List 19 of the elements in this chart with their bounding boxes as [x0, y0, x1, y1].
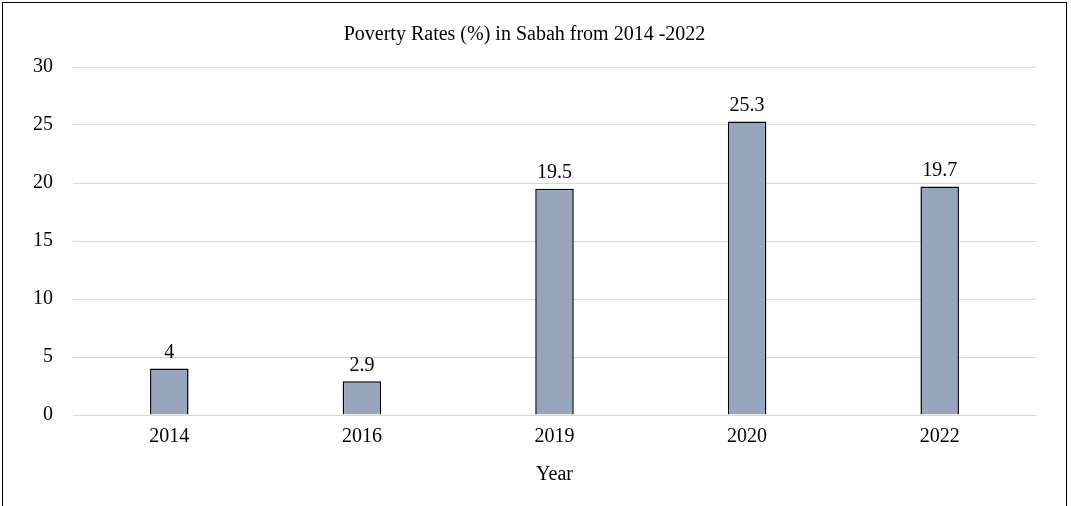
- x-tick-label: 2022: [919, 424, 960, 447]
- data-label: 19.7: [922, 157, 958, 180]
- x-tick-label: 2020: [727, 424, 768, 447]
- y-tick-label: 20: [33, 170, 53, 193]
- data-label: 4: [164, 339, 175, 362]
- y-tick-label: 25: [33, 112, 53, 135]
- x-tick-label: 2014: [149, 424, 190, 447]
- y-tick-label: 5: [43, 344, 53, 367]
- data-label: 25.3: [729, 92, 765, 115]
- y-tick-label: 30: [33, 54, 53, 77]
- y-tick-label: 0: [43, 402, 53, 425]
- y-tick-label: 15: [33, 228, 53, 251]
- x-tick-label: 2016: [341, 424, 382, 447]
- x-axis-title: Year: [536, 462, 574, 485]
- x-tick-label: 2019: [534, 424, 575, 447]
- y-tick-label: 10: [33, 286, 53, 309]
- data-label: 2.9: [349, 352, 375, 375]
- chart-title: Poverty Rates (%) in Sabah from 2014 -2022: [343, 22, 706, 46]
- data-label: 19.5: [537, 160, 572, 183]
